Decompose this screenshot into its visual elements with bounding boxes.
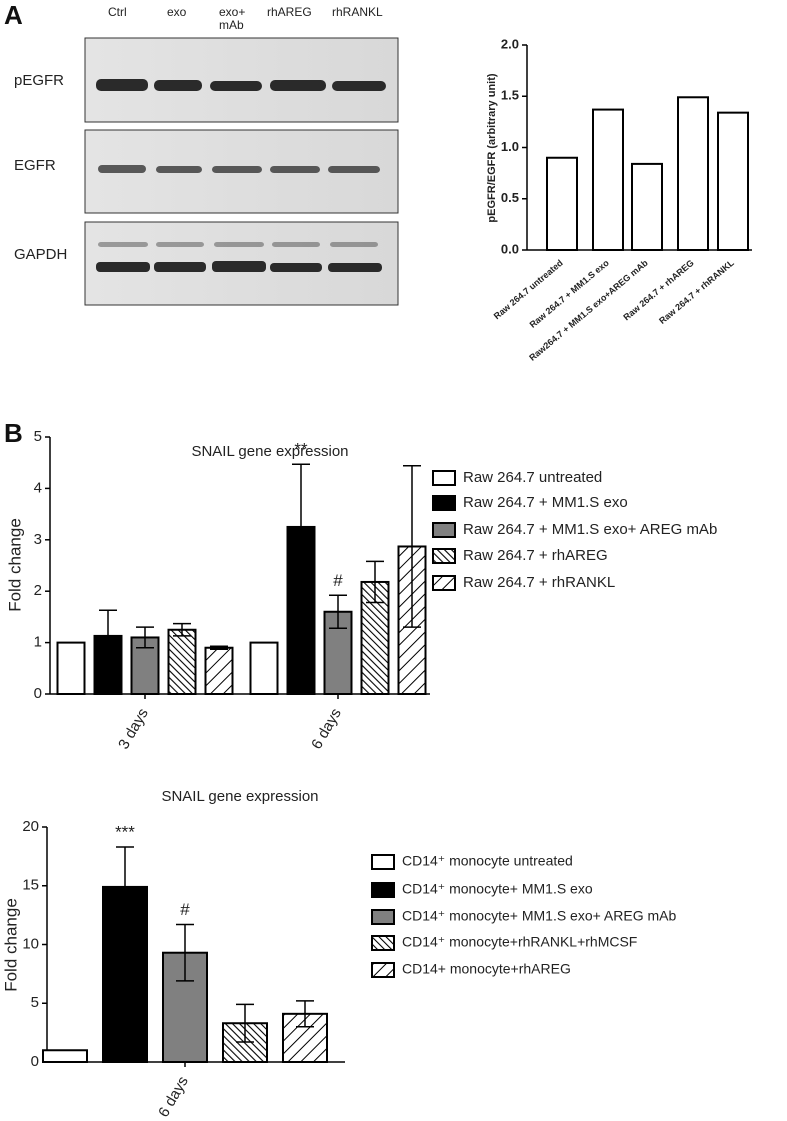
y-tick-label: 3 bbox=[34, 531, 42, 548]
panel-label: B bbox=[4, 418, 23, 448]
significance-mark: # bbox=[333, 571, 343, 590]
legend-swatch bbox=[371, 854, 395, 870]
bar bbox=[677, 96, 709, 252]
legend-swatch bbox=[432, 522, 456, 538]
x-tick-label: 6 days bbox=[155, 1073, 192, 1120]
x-tick-label: 3 days bbox=[115, 705, 152, 752]
legend-swatch bbox=[432, 548, 456, 564]
bar bbox=[286, 525, 316, 696]
bar bbox=[167, 628, 197, 695]
y-tick-label: 2.0 bbox=[501, 36, 519, 51]
y-tick-label: 0 bbox=[34, 685, 42, 702]
y-tick-label: 0.5 bbox=[501, 190, 519, 205]
significance-mark: # bbox=[180, 900, 190, 919]
y-tick-label: 1.5 bbox=[501, 88, 519, 103]
blot-row-label: pEGFR bbox=[14, 72, 65, 89]
y-tick-label: 1 bbox=[34, 634, 42, 651]
legend-label: Raw 264.7 + rhRANKL bbox=[463, 574, 615, 591]
y-axis-label: Fold change bbox=[5, 518, 24, 612]
y-tick-label: 15 bbox=[22, 877, 39, 894]
legend-swatch bbox=[432, 470, 456, 486]
x-tick-label: 6 days bbox=[308, 705, 345, 752]
y-axis-label: Fold change bbox=[1, 898, 20, 992]
legend-label: Raw 264.7 + MM1.S exo bbox=[463, 494, 628, 511]
legend-swatch bbox=[371, 882, 395, 898]
x-tick-label: Raw 264.7 + rhRANKL bbox=[657, 257, 736, 326]
legend-label: Raw 264.7 untreated bbox=[463, 469, 602, 486]
bar bbox=[204, 646, 234, 695]
legend-label: Raw 264.7 + rhAREG bbox=[463, 547, 608, 564]
lane-label: Ctrl bbox=[108, 5, 127, 19]
blot-row-label: EGFR bbox=[14, 157, 56, 174]
bar bbox=[631, 162, 663, 251]
legend-swatch bbox=[371, 935, 395, 951]
legend-label: Raw 264.7 + MM1.S exo+ AREG mAb bbox=[463, 521, 717, 538]
y-tick-label: 10 bbox=[22, 935, 39, 952]
legend-swatch bbox=[371, 909, 395, 925]
legend-label: CD14⁺ monocyte+rhRANKL+rhMCSF bbox=[402, 934, 637, 950]
blot-bands bbox=[96, 79, 386, 272]
bar bbox=[546, 156, 578, 251]
panel-label: A bbox=[4, 0, 23, 30]
y-tick-label: 5 bbox=[31, 994, 39, 1011]
chart-title: SNAIL gene expression bbox=[161, 788, 318, 805]
y-tick-label: 4 bbox=[34, 479, 42, 496]
lane-label: exo+ mAb bbox=[219, 5, 246, 32]
y-tick-label: 5 bbox=[34, 428, 42, 445]
legend-swatch bbox=[432, 495, 456, 511]
y-tick-label: 0.0 bbox=[501, 241, 519, 256]
western-blot bbox=[84, 37, 399, 306]
significance-mark: *** bbox=[115, 822, 135, 841]
legend-label: CD14⁺ monocyte untreated bbox=[402, 853, 573, 869]
lane-label: exo bbox=[167, 5, 187, 19]
y-tick-label: 1.0 bbox=[501, 139, 519, 154]
legend-label: CD14⁺ monocyte+ MM1.S exo bbox=[402, 881, 593, 897]
y-tick-label: 20 bbox=[22, 818, 39, 835]
blot-row-label: GAPDH bbox=[14, 246, 68, 263]
bar bbox=[56, 641, 86, 695]
bar bbox=[42, 1049, 88, 1063]
legend-swatch bbox=[432, 575, 456, 591]
legend-label: CD14⁺ monocyte+ MM1.S exo+ AREG mAb bbox=[402, 908, 676, 924]
lane-label: rhRANKL bbox=[332, 5, 383, 19]
bar bbox=[249, 641, 279, 695]
legend-label: CD14+ monocyte+rhAREG bbox=[402, 961, 571, 977]
legend-swatch bbox=[371, 962, 395, 978]
y-tick-label: 0 bbox=[31, 1053, 39, 1070]
y-axis-label: pEGFR/EGFR (arbitrary unit) bbox=[486, 73, 498, 222]
y-tick-label: 2 bbox=[34, 582, 42, 599]
lane-label: rhAREG bbox=[267, 5, 312, 19]
bar bbox=[717, 111, 749, 252]
bar bbox=[592, 108, 624, 251]
chart-title: SNAIL gene expression bbox=[191, 443, 348, 460]
significance-mark: ** bbox=[294, 440, 308, 459]
